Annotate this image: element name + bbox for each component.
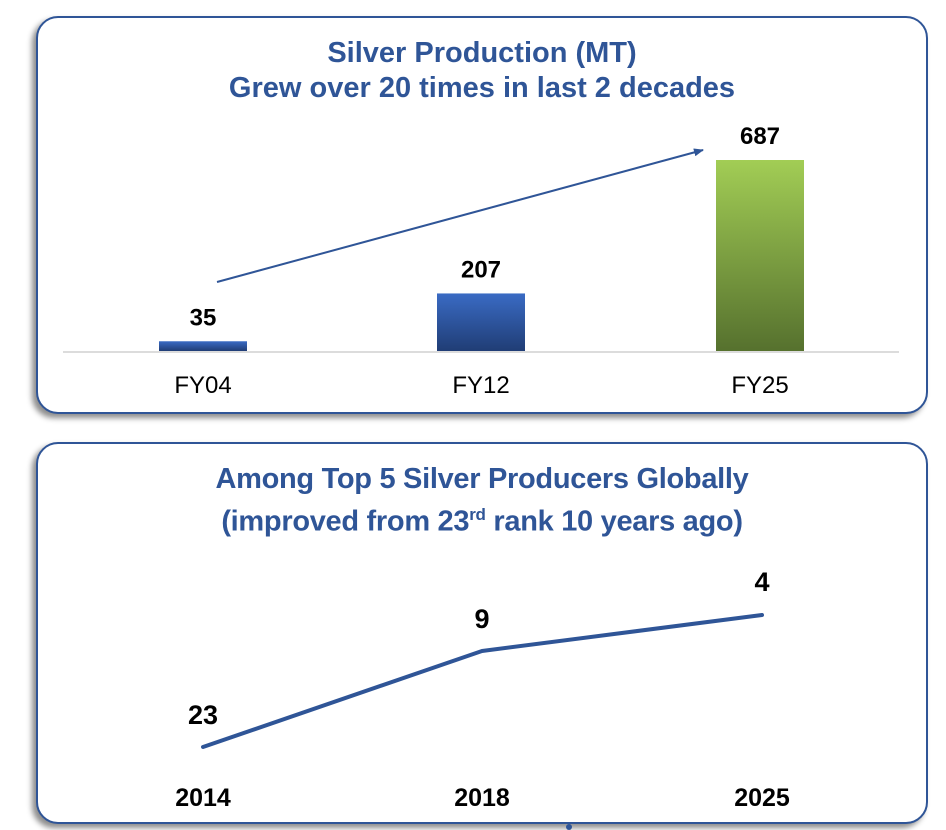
decorative-dot <box>566 824 572 830</box>
x-tick-label: FY25 <box>731 372 788 399</box>
subtitle-part: rank 10 years ago) <box>485 505 743 538</box>
x-tick-label: FY12 <box>452 372 509 399</box>
bar-chart-subtitle: Grew over 20 times in last 2 decades <box>228 72 736 104</box>
data-label: 207 <box>461 256 501 283</box>
bar-fy12 <box>437 293 525 351</box>
trend-arrow <box>216 148 704 283</box>
data-label: 9 <box>474 604 489 634</box>
x-tick-label: 2018 <box>454 784 510 812</box>
subtitle-superscript: rd <box>469 505 486 524</box>
subtitle-part: (improved from 23 <box>221 505 470 538</box>
bar-chart-title-line1: Silver Production (MT) <box>327 37 637 69</box>
data-label: 35 <box>190 304 217 331</box>
data-label: 23 <box>188 700 218 730</box>
data-label: 4 <box>754 567 769 597</box>
bar-chart-title: Silver Production (MT) Grew over 20 time… <box>38 36 926 106</box>
x-tick-label: FY04 <box>174 372 231 399</box>
bar-fy04 <box>159 341 247 351</box>
line-chart-title-line1: Among Top 5 Silver Producers Globally <box>215 463 749 495</box>
line-chart-subtitle: (improved from 23rd rank 10 years ago) <box>38 497 926 540</box>
line-chart-title: Among Top 5 Silver Producers Globally (i… <box>38 462 926 540</box>
rank-line <box>201 613 764 749</box>
data-label: 687 <box>740 123 780 150</box>
x-tick-label: 2014 <box>175 784 231 812</box>
global-rank-panel: Among Top 5 Silver Producers Globally (i… <box>36 442 928 824</box>
x-tick-label: 2025 <box>734 784 790 812</box>
bar-fy25 <box>716 160 804 351</box>
